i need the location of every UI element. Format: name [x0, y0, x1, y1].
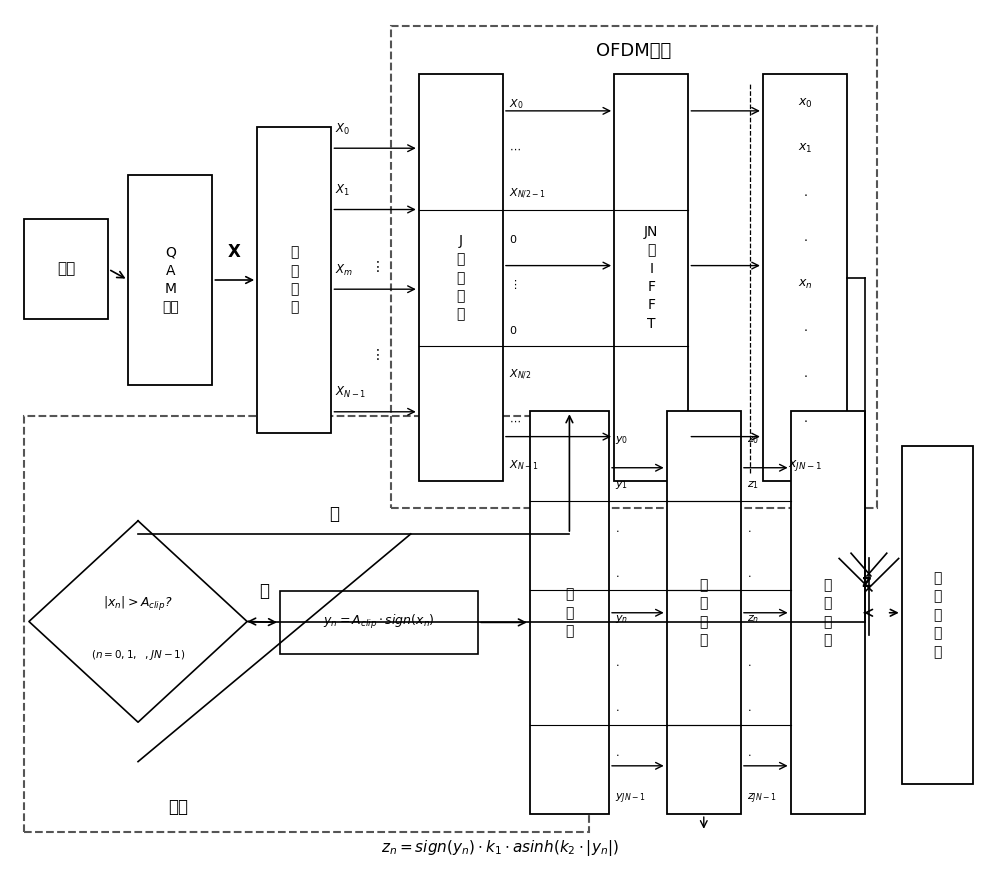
Text: $0$: $0$ — [509, 324, 517, 336]
Text: $|x_n| > A_{clip}$?: $|x_n| > A_{clip}$? — [103, 595, 173, 613]
FancyBboxPatch shape — [763, 74, 847, 482]
FancyBboxPatch shape — [419, 74, 503, 482]
Text: $X_{N/2}$: $X_{N/2}$ — [509, 368, 531, 382]
Text: 串
并
变
换: 串 并 变 换 — [290, 246, 298, 315]
Text: $y_{JN-1}$: $y_{JN-1}$ — [615, 791, 646, 805]
Text: $x_0$: $x_0$ — [798, 97, 812, 110]
Text: JN
点
I
F
F
T: JN 点 I F F T — [644, 225, 658, 331]
Text: 否: 否 — [329, 506, 339, 523]
Text: $z_0$: $z_0$ — [747, 435, 759, 446]
Text: 压
扩
变
换: 压 扩 变 换 — [700, 578, 708, 647]
Text: $\cdot$: $\cdot$ — [615, 569, 619, 580]
FancyBboxPatch shape — [257, 126, 331, 433]
Text: $\cdot$: $\cdot$ — [803, 324, 807, 336]
Text: $\cdot$: $\cdot$ — [803, 369, 807, 382]
Text: $y_n$: $y_n$ — [615, 613, 628, 626]
Text: $X_1$: $X_1$ — [335, 183, 350, 198]
FancyBboxPatch shape — [902, 446, 973, 783]
Text: $\cdot$: $\cdot$ — [747, 749, 751, 758]
Text: $\vdots$: $\vdots$ — [370, 347, 380, 362]
FancyBboxPatch shape — [667, 411, 741, 814]
Text: $X_0$: $X_0$ — [509, 96, 523, 110]
Text: $x_n$: $x_n$ — [798, 278, 812, 291]
Text: $x_1$: $x_1$ — [798, 142, 812, 156]
Text: $\cdot$: $\cdot$ — [615, 659, 619, 669]
FancyBboxPatch shape — [128, 175, 212, 385]
Text: $\cdot$: $\cdot$ — [803, 232, 807, 246]
Text: $(n=0,1,\ \ ,JN-1)$: $(n=0,1,\ \ ,JN-1)$ — [91, 648, 185, 662]
Text: $z_{JN-1}$: $z_{JN-1}$ — [747, 791, 777, 805]
Text: $\vdots$: $\vdots$ — [509, 278, 517, 291]
Text: $X_{N-1}$: $X_{N-1}$ — [509, 459, 539, 472]
Text: $z_n = sign(y_n) \cdot k_1 \cdot asinh(k_2 \cdot |y_n|)$: $z_n = sign(y_n) \cdot k_1 \cdot asinh(k… — [381, 838, 619, 858]
Text: 是: 是 — [259, 582, 269, 599]
Text: $X_{N/2-1}$: $X_{N/2-1}$ — [509, 187, 546, 202]
Text: J
倍
过
采
样: J 倍 过 采 样 — [457, 234, 465, 322]
Text: $0$: $0$ — [509, 233, 517, 246]
Text: OFDM调制: OFDM调制 — [596, 42, 672, 60]
Text: $x_{JN-1}$: $x_{JN-1}$ — [788, 458, 822, 473]
Text: $\cdot$: $\cdot$ — [747, 569, 751, 580]
Text: $\vdots$: $\vdots$ — [370, 259, 380, 274]
Text: 级
联
器: 级 联 器 — [565, 587, 574, 638]
Text: 并
串
变
换: 并 串 变 换 — [824, 578, 832, 647]
Text: 计
算
峰
平
比: 计 算 峰 平 比 — [933, 571, 942, 659]
FancyBboxPatch shape — [791, 411, 865, 814]
Text: $y_n = A_{clip} \cdot sign(x_n)$: $y_n = A_{clip} \cdot sign(x_n)$ — [323, 613, 435, 631]
Text: $\cdot$: $\cdot$ — [747, 704, 751, 714]
Text: $\mathbf{X}$: $\mathbf{X}$ — [227, 243, 242, 261]
Text: 限幅: 限幅 — [168, 798, 188, 816]
Text: $X_0$: $X_0$ — [335, 122, 351, 137]
Text: $\cdot$: $\cdot$ — [803, 187, 807, 201]
FancyBboxPatch shape — [530, 411, 609, 814]
Text: $\cdots$: $\cdots$ — [509, 415, 521, 425]
Text: $X_{N-1}$: $X_{N-1}$ — [335, 385, 367, 400]
Text: 信源: 信源 — [57, 262, 75, 277]
FancyBboxPatch shape — [280, 591, 478, 654]
Text: Q
A
M
调制: Q A M 调制 — [162, 246, 179, 315]
Text: $\cdot$: $\cdot$ — [747, 659, 751, 669]
Text: $\cdot$: $\cdot$ — [803, 414, 807, 427]
Text: $y_0$: $y_0$ — [615, 434, 628, 446]
Text: $y_1$: $y_1$ — [615, 479, 628, 492]
Text: $\cdot$: $\cdot$ — [615, 704, 619, 714]
Text: $\cdot$: $\cdot$ — [615, 525, 619, 535]
Text: $X_m$: $X_m$ — [335, 263, 353, 278]
Text: $\cdots$: $\cdots$ — [509, 144, 521, 154]
FancyBboxPatch shape — [24, 218, 108, 319]
Text: $z_1$: $z_1$ — [747, 479, 759, 492]
Text: $z_n$: $z_n$ — [747, 613, 759, 625]
Text: $\mathbf{z}$: $\mathbf{z}$ — [861, 573, 872, 591]
Text: $\cdot$: $\cdot$ — [747, 525, 751, 535]
FancyBboxPatch shape — [614, 74, 688, 482]
Text: $\cdot$: $\cdot$ — [615, 749, 619, 758]
